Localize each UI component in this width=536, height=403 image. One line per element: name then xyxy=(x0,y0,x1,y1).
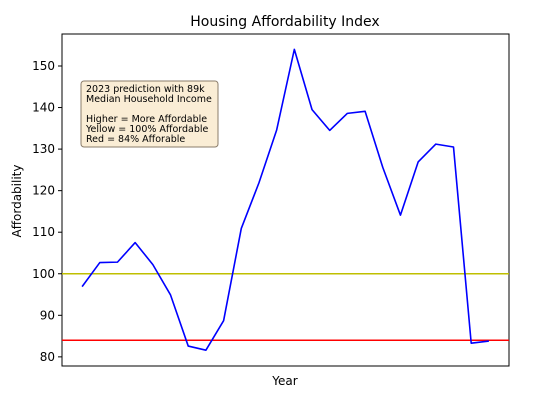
plot-area-frame xyxy=(61,33,510,367)
y-tick-label: 150 xyxy=(32,59,55,73)
y-axis-ticks: 80 90 100 110 120 130 140 150 xyxy=(32,59,62,364)
annotation-line: Median Household Income xyxy=(86,94,212,105)
series-line xyxy=(81,48,489,352)
series-layer xyxy=(81,48,489,352)
chart-title: Housing Affordability Index xyxy=(190,14,379,30)
annotation-line: Higher = More Affordable xyxy=(86,114,207,125)
y-tick-label: 130 xyxy=(32,142,55,156)
y-tick-label: 90 xyxy=(40,308,55,322)
annotation-line: Red = 84% Afforable xyxy=(86,134,185,145)
y-tick-label: 110 xyxy=(32,225,55,239)
reference-lines xyxy=(62,273,509,341)
annotation-line: 2023 prediction with 89k xyxy=(86,84,205,95)
y-tick-label: 120 xyxy=(32,184,55,198)
annotation-line: Yellow = 100% Affordable xyxy=(85,124,209,135)
x-axis-label: Year xyxy=(271,374,297,388)
y-tick-label: 140 xyxy=(32,101,55,115)
y-tick-label: 100 xyxy=(32,267,55,281)
annotation-background xyxy=(80,80,219,148)
y-axis-label: Affordability xyxy=(10,165,24,238)
y-tick-label: 80 xyxy=(40,350,55,364)
